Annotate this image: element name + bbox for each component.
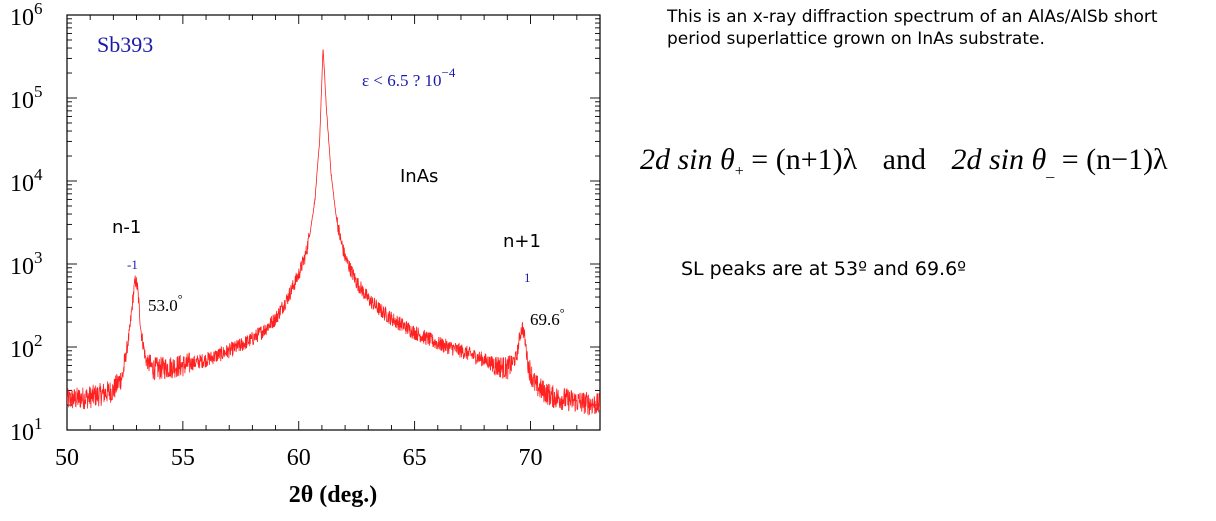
peak-angle-minus: 53.0° (148, 292, 183, 315)
x-axis-title: 2θ (deg.) (289, 482, 378, 508)
x-tick-label: 60 (287, 445, 311, 471)
x-tick-labels: 50 55 60 65 70 (55, 445, 542, 471)
y-tick-label: 103 (10, 248, 43, 280)
strain-label-text: ε < 6.5 ? 10 (362, 71, 442, 90)
equation-right-rhs: = (n−1)λ (1054, 143, 1168, 176)
substrate-label: InAs (400, 166, 438, 187)
sample-label: Sb393 (97, 32, 153, 57)
equation-left-sub: + (734, 163, 744, 180)
description-text: This is an x-ray diffraction spectrum of… (667, 7, 1158, 49)
x-tick-label: 50 (55, 445, 79, 471)
equation-left: 2d sin θ (640, 143, 735, 176)
diffraction-trace (67, 49, 600, 416)
xrd-chart: 50 55 60 65 70 101 102 103 104 105 106 Sb393 ε < … (10, 0, 601, 508)
equation-right-sub: _ (1046, 163, 1055, 180)
y-tick-labels: 101 102 103 104 105 106 (10, 0, 43, 446)
peak-angle-plus-value: 69.6 (530, 310, 560, 329)
y-tick-label: 106 (10, 0, 43, 31)
order-index-plus: 1 (524, 270, 531, 285)
y-tick-label: 105 (10, 82, 43, 114)
sl-peaks-note: SL peaks are at 53º and 69.6º (681, 258, 967, 280)
x-tick-label: 70 (518, 445, 542, 471)
strain-label: ε < 6.5 ? 10−4 (362, 65, 456, 90)
plot-frame (66, 14, 601, 431)
equation-right: 2d sin θ (951, 143, 1047, 176)
y-tick-label: 104 (10, 165, 43, 197)
order-label-minus: n-1 (112, 217, 141, 238)
peak-angle-plus-degree: ° (560, 306, 565, 320)
peak-angle-minus-degree: ° (178, 292, 183, 306)
axis-ticks (66, 14, 601, 431)
strain-label-exp: −4 (442, 65, 456, 80)
peak-angle-plus: 69.6° (530, 306, 565, 329)
equation-left-rhs: = (n+1)λ (743, 143, 858, 176)
y-tick-label: 102 (10, 331, 43, 363)
x-tick-label: 65 (403, 445, 427, 471)
y-tick-label: 101 (10, 414, 43, 446)
order-label-plus: n+1 (503, 231, 541, 252)
order-index-minus: -1 (127, 257, 138, 272)
x-tick-label: 55 (171, 445, 195, 471)
bragg-equation: 2d sin θ+ = (n+1)λ and 2d sin θ_ = (n−1)… (640, 143, 1210, 181)
peak-angle-minus-value: 53.0 (148, 296, 178, 315)
equation-connector: and (882, 143, 926, 176)
